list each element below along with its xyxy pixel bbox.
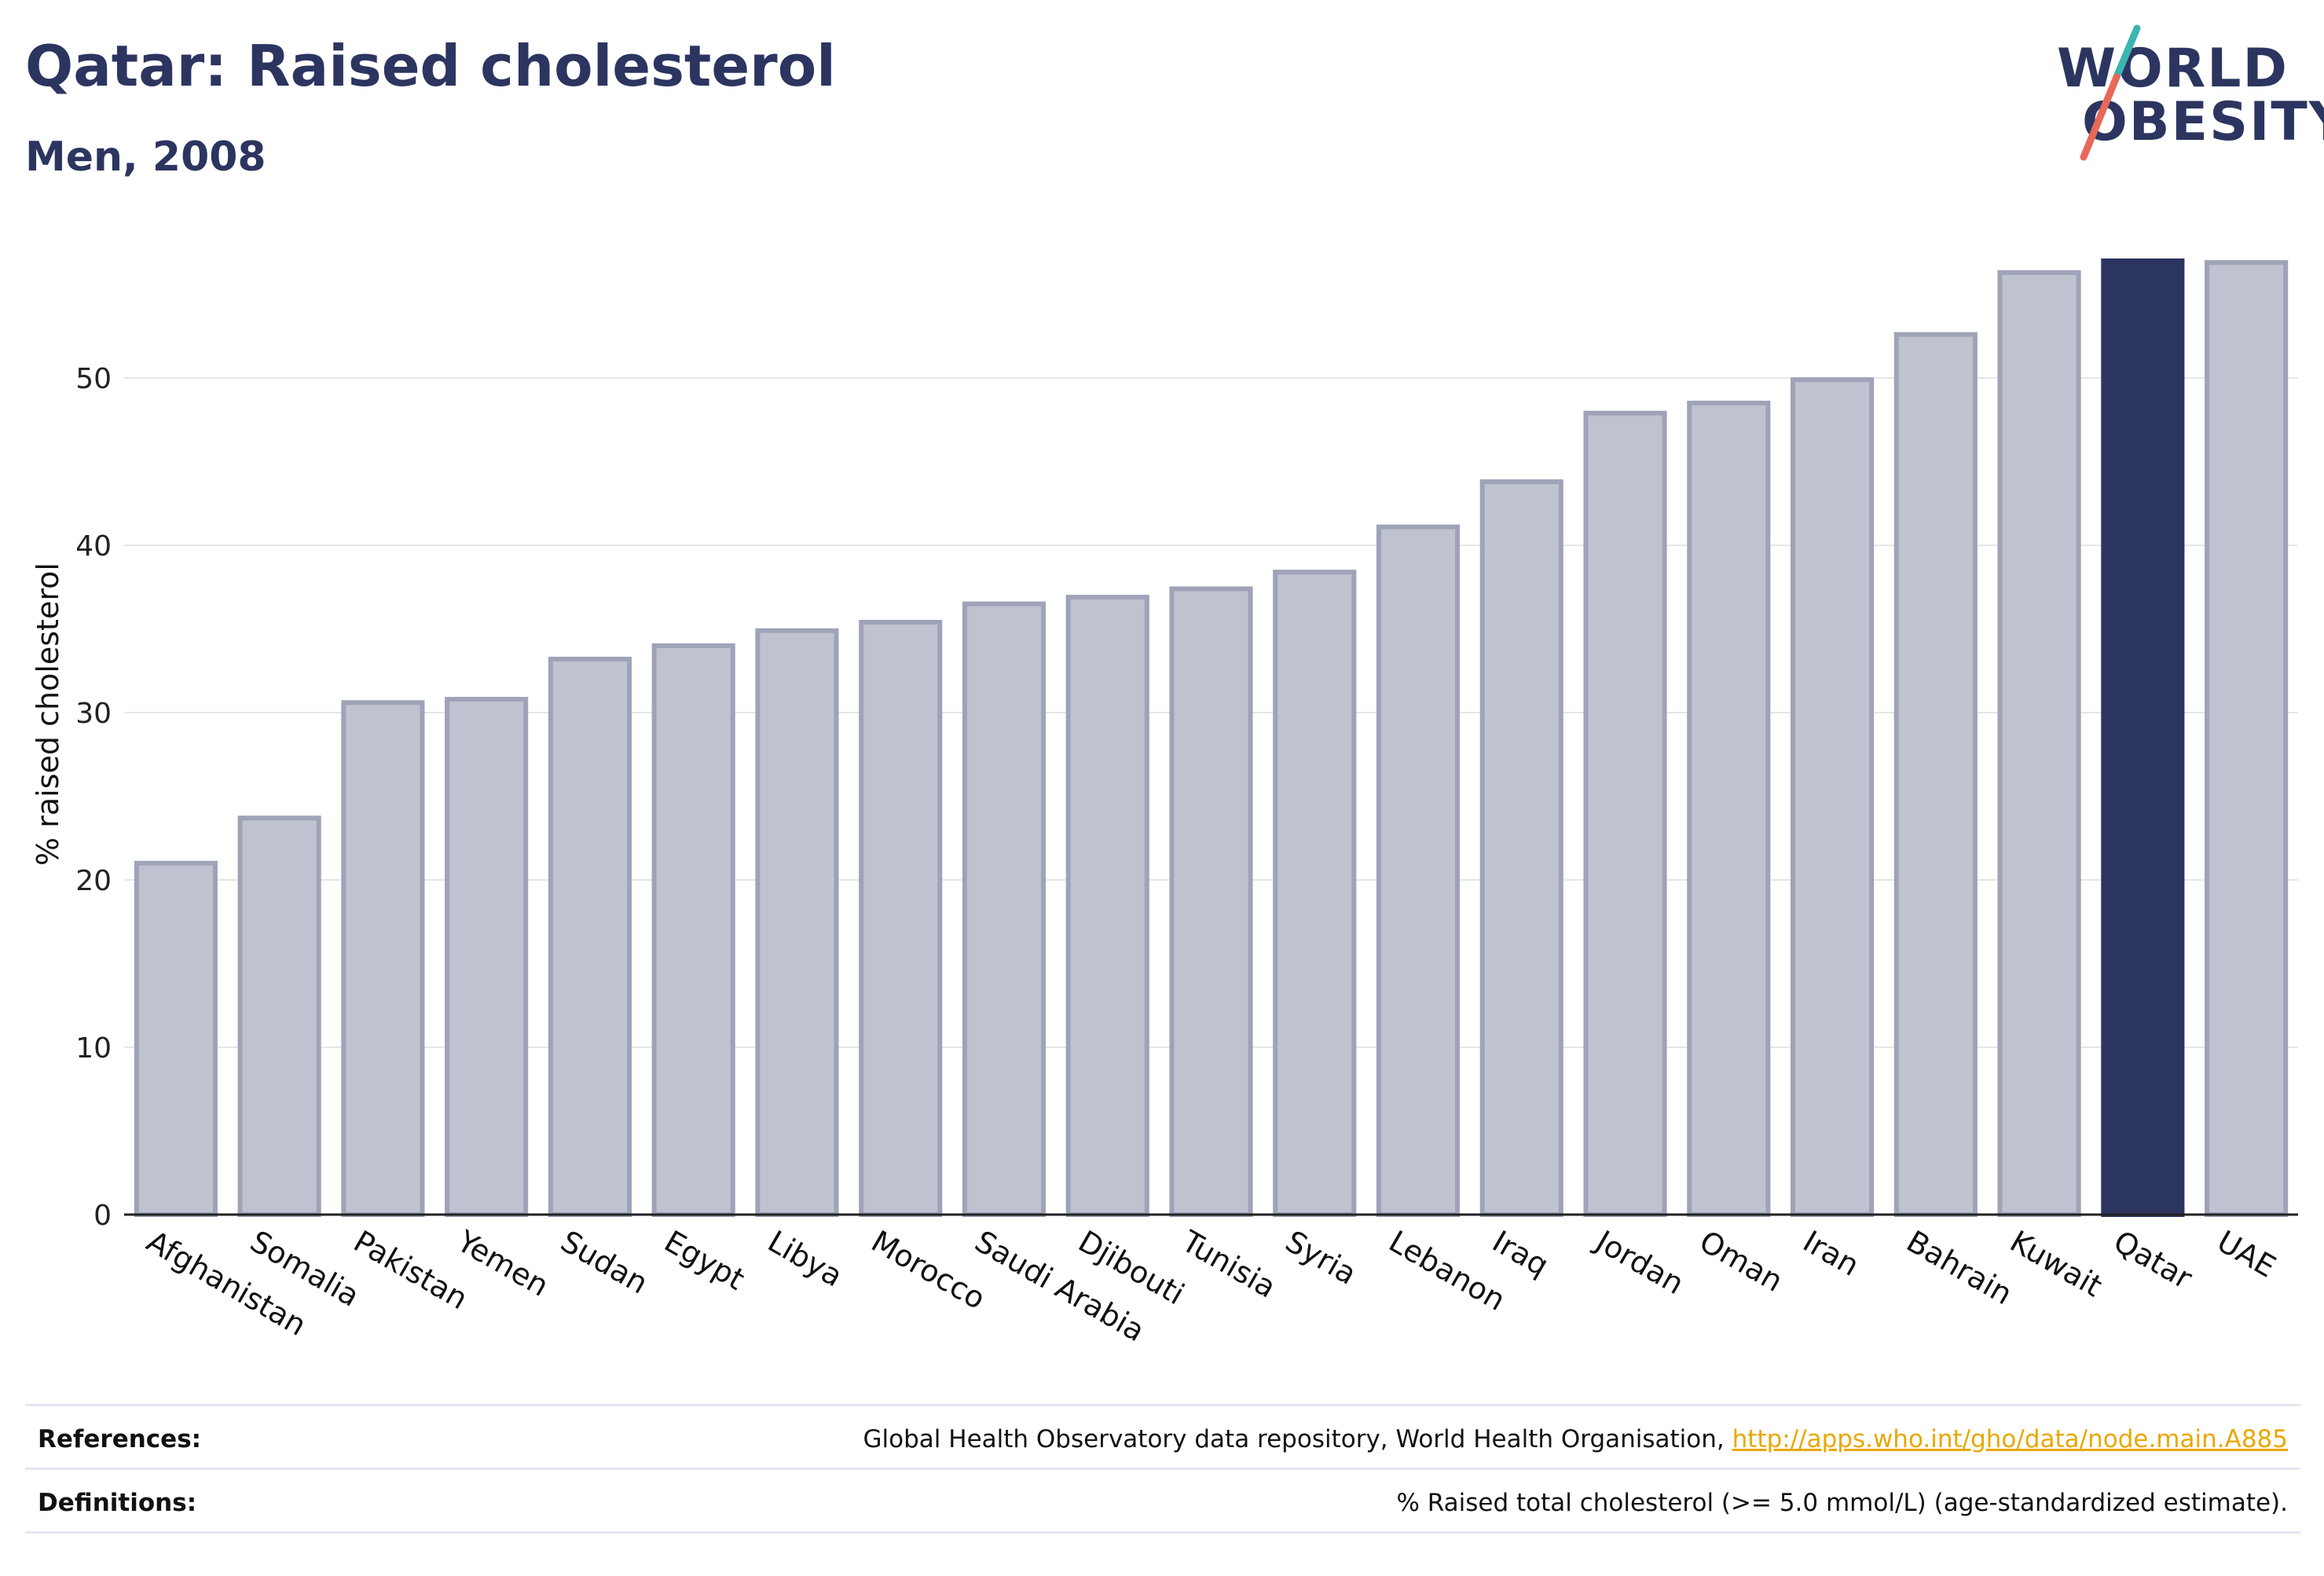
bar-sudan bbox=[548, 656, 632, 1217]
x-tick-label: Bahrain bbox=[1901, 1224, 2018, 1312]
bar-pakistan bbox=[341, 700, 425, 1217]
definitions-label: Definitions: bbox=[38, 1489, 197, 1517]
x-tick-label: Jordan bbox=[1589, 1223, 1689, 1302]
chart-title: Qatar: Raised cholesterol bbox=[25, 33, 836, 99]
chart-subtitle: Men, 2008 bbox=[25, 134, 266, 181]
bar-syria bbox=[1273, 570, 1357, 1217]
references-value: Global Health Observatory data repositor… bbox=[863, 1425, 2288, 1453]
bar-morocco bbox=[859, 620, 943, 1217]
bar-yemen bbox=[445, 697, 529, 1217]
bar-tunisia bbox=[1169, 586, 1253, 1217]
x-tick-label: Oman bbox=[1694, 1224, 1789, 1299]
y-tick-label: 30 bbox=[75, 698, 112, 730]
x-tick-label: Pakistan bbox=[348, 1224, 474, 1317]
bar-somalia bbox=[237, 815, 321, 1217]
bar-chart: 01020304050AfghanistanSomaliaPakistanYem… bbox=[31, 258, 2298, 1348]
logo-text-line2: OBESITY bbox=[2082, 91, 2324, 153]
references-link[interactable]: http://apps.who.int/gho/data/node.main.A… bbox=[1732, 1425, 2288, 1453]
definitions-text: % Raised total cholesterol (>= 5.0 mmol/… bbox=[1396, 1489, 2288, 1517]
bar-kuwait bbox=[1997, 269, 2081, 1217]
y-tick-label: 50 bbox=[75, 363, 112, 395]
world-obesity-logo[interactable]: WORLD OBESITY bbox=[2043, 22, 2324, 163]
logo-text-line1: WORLD bbox=[2057, 38, 2289, 100]
x-tick-label: Syria bbox=[1280, 1224, 1362, 1292]
footer-divider bbox=[25, 1531, 2300, 1534]
bar-jordan bbox=[1583, 410, 1667, 1217]
x-tick-label: Iraq bbox=[1486, 1224, 1554, 1283]
definitions-row: Definitions: % Raised total cholesterol … bbox=[25, 1468, 2300, 1533]
y-tick-label: 20 bbox=[75, 865, 112, 897]
x-tick-label: Egypt bbox=[658, 1224, 750, 1297]
x-tick-label: UAE bbox=[2212, 1224, 2282, 1285]
bar-iran bbox=[1791, 377, 1875, 1217]
bar-bahrain bbox=[1893, 332, 1978, 1217]
y-tick-label: 0 bbox=[93, 1200, 112, 1232]
bar-saudi-arabia bbox=[962, 601, 1047, 1217]
x-tick-label: Lebanon bbox=[1384, 1224, 1512, 1318]
x-tick-label: Morocco bbox=[866, 1224, 992, 1317]
y-tick-label: 10 bbox=[75, 1032, 112, 1065]
x-tick-label: Iran bbox=[1798, 1224, 1865, 1283]
bar-libya bbox=[755, 628, 839, 1217]
x-tick-label: Libya bbox=[762, 1224, 849, 1294]
bar-iraq bbox=[1479, 479, 1563, 1217]
x-tick-label: Sudan bbox=[555, 1224, 654, 1301]
bar-oman bbox=[1687, 401, 1771, 1218]
bar-lebanon bbox=[1376, 524, 1461, 1217]
x-tick-label: Kuwait bbox=[2004, 1224, 2108, 1304]
y-tick-label: 40 bbox=[75, 530, 112, 563]
references-label: References: bbox=[38, 1425, 202, 1453]
logo-slash-icon bbox=[2080, 24, 2141, 161]
bar-uae bbox=[2205, 260, 2289, 1217]
bar-djibouti bbox=[1065, 595, 1149, 1217]
references-text: Global Health Observatory data repositor… bbox=[863, 1425, 1732, 1453]
references-row: References: Global Health Observatory da… bbox=[25, 1404, 2300, 1469]
y-axis-label: % raised cholesterol bbox=[31, 563, 65, 866]
bar-qatar bbox=[2101, 258, 2185, 1217]
bar-afghanistan bbox=[134, 860, 218, 1217]
x-tick-label: Qatar bbox=[2108, 1224, 2198, 1296]
x-tick-label: Tunisia bbox=[1175, 1223, 1281, 1305]
bar-egypt bbox=[651, 643, 735, 1217]
